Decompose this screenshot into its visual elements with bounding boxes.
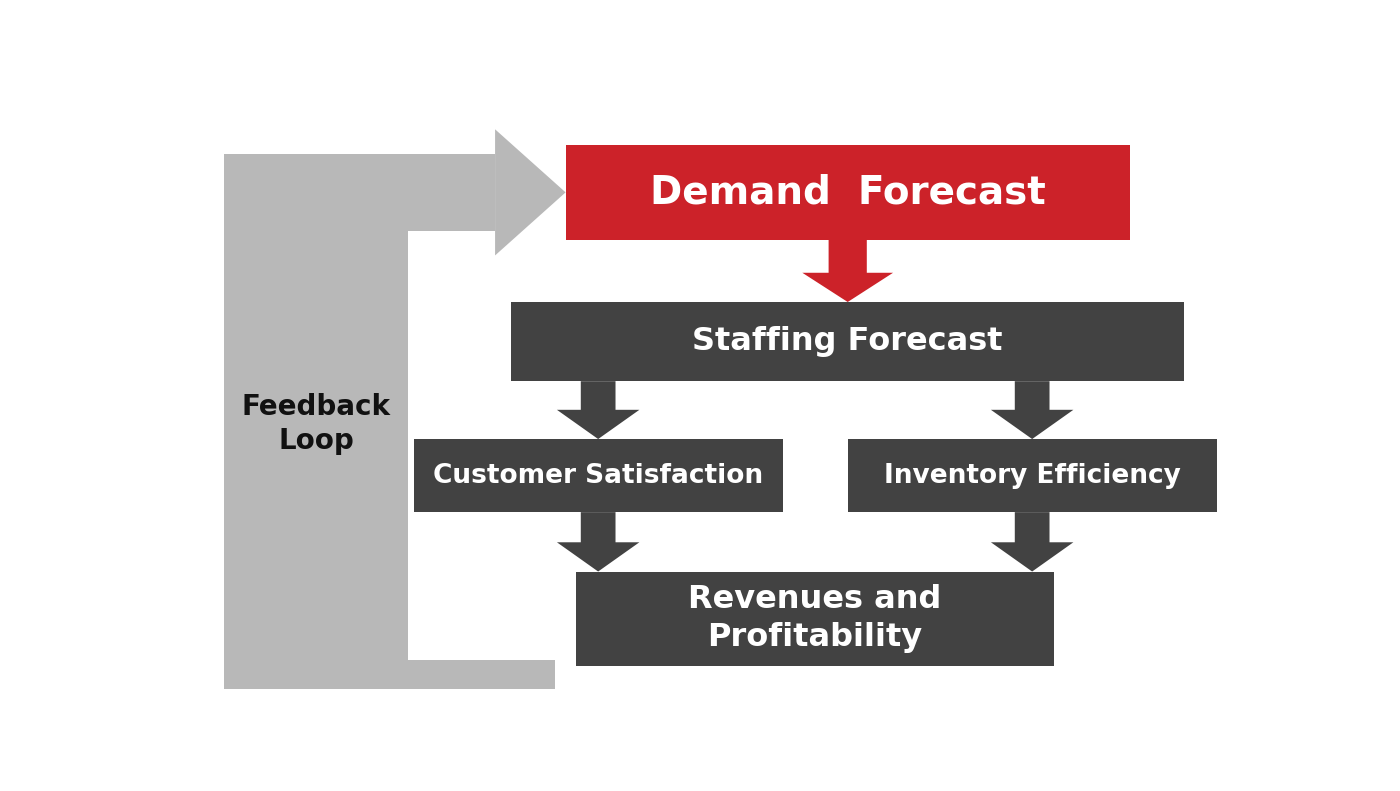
- FancyBboxPatch shape: [848, 439, 1217, 512]
- Text: Revenues and
Profitability: Revenues and Profitability: [689, 584, 942, 653]
- Text: Demand  Forecast: Demand Forecast: [650, 173, 1046, 211]
- Polygon shape: [557, 381, 640, 439]
- FancyBboxPatch shape: [224, 153, 409, 689]
- Text: Customer Satisfaction: Customer Satisfaction: [433, 463, 763, 489]
- Polygon shape: [991, 512, 1074, 572]
- Polygon shape: [802, 240, 893, 302]
- FancyBboxPatch shape: [409, 153, 496, 231]
- FancyBboxPatch shape: [566, 146, 1130, 240]
- FancyBboxPatch shape: [224, 660, 554, 689]
- FancyBboxPatch shape: [414, 439, 783, 512]
- Polygon shape: [557, 512, 640, 572]
- Polygon shape: [496, 129, 566, 255]
- FancyBboxPatch shape: [577, 572, 1054, 666]
- Text: Inventory Efficiency: Inventory Efficiency: [883, 463, 1180, 489]
- Polygon shape: [991, 381, 1074, 439]
- Text: Staffing Forecast: Staffing Forecast: [693, 326, 1002, 357]
- Text: Feedback
Loop: Feedback Loop: [242, 392, 391, 455]
- FancyBboxPatch shape: [511, 302, 1184, 381]
